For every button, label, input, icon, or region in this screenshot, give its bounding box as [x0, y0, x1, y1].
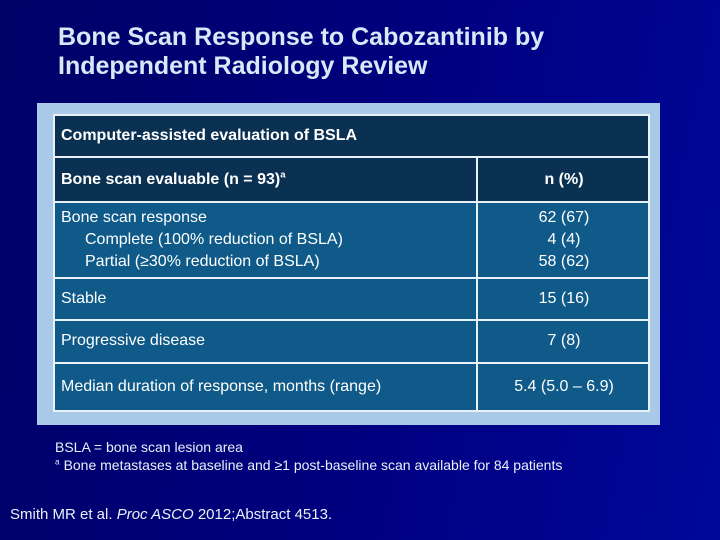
- response-line: Bone scan response: [61, 209, 207, 227]
- citation-authors: Smith MR et al.: [10, 506, 117, 523]
- footnote-a: a Bone metastases at baseline and ≥1 pos…: [55, 456, 562, 474]
- table-row-stable: Stable 15 (16): [53, 277, 651, 321]
- partial-value: 58 (62): [538, 253, 590, 271]
- results-table: Computer-assisted evaluation of BSLA Bon…: [52, 113, 651, 412]
- footnote-a-superscript: a: [55, 456, 60, 467]
- table-row-bone-scan-response: Bone scan response Complete (100% reduct…: [53, 200, 651, 280]
- table-header-row: Bone scan evaluable (n = 93)a n (%): [53, 156, 651, 203]
- stable-value: 15 (16): [475, 277, 651, 321]
- footnote-bsla-definition: BSLA = bone scan lesion area: [55, 439, 243, 455]
- slide-title-line1: Bone Scan Response to Cabozantinib by: [58, 23, 545, 51]
- footnotes: BSLA = bone scan lesion area a Bone meta…: [55, 438, 562, 474]
- header-cell-n-percent: n (%): [475, 156, 651, 203]
- table-caption-row: Computer-assisted evaluation of BSLA: [52, 113, 651, 159]
- slide-title-line2: Independent Radiology Review: [58, 52, 428, 80]
- table-row-median-duration: Median duration of response, months (ran…: [53, 362, 651, 412]
- response-label-cell: Bone scan response Complete (100% reduct…: [53, 200, 478, 280]
- progressive-value: 7 (8): [475, 318, 651, 365]
- header-cell-evaluable: Bone scan evaluable (n = 93)a: [53, 156, 478, 203]
- partial-line: Partial (≥30% reduction of BSLA): [85, 253, 320, 271]
- footnote-a-text: Bone metastases at baseline and ≥1 post-…: [63, 457, 563, 473]
- response-value: 62 (67): [538, 209, 590, 227]
- table-row-progressive-disease: Progressive disease 7 (8): [53, 318, 651, 365]
- header-evaluable-superscript: a: [280, 169, 286, 181]
- response-value-cell: 62 (67) 4 (4) 58 (62): [475, 200, 651, 280]
- complete-value: 4 (4): [547, 231, 581, 249]
- header-evaluable-text: Bone scan evaluable (n = 93): [61, 170, 281, 188]
- citation-reference: 2012;Abstract 4513.: [193, 506, 333, 523]
- table-caption: Computer-assisted evaluation of BSLA: [52, 113, 651, 159]
- citation-journal: Proc ASCO: [116, 506, 194, 523]
- table-frame: Computer-assisted evaluation of BSLA Bon…: [37, 103, 660, 425]
- median-duration-value: 5.4 (5.0 – 6.9): [475, 362, 651, 412]
- slide-title: Bone Scan Response to Cabozantinib by In…: [58, 23, 544, 81]
- citation: Smith MR et al. Proc ASCO 2012;Abstract …: [10, 506, 332, 523]
- median-duration-label: Median duration of response, months (ran…: [53, 362, 478, 412]
- complete-line: Complete (100% reduction of BSLA): [85, 231, 343, 249]
- stable-label: Stable: [53, 277, 478, 321]
- progressive-label: Progressive disease: [53, 318, 478, 365]
